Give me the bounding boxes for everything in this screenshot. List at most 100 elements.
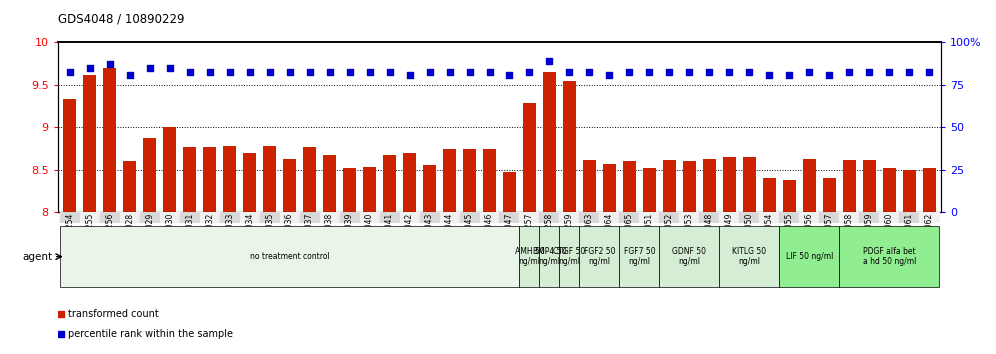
Point bbox=[54, 312, 70, 317]
Bar bbox=[860, 212, 879, 223]
Text: GSM510044: GSM510044 bbox=[445, 213, 454, 259]
Text: PDGF alfa bet
a hd 50 ng/ml: PDGF alfa bet a hd 50 ng/ml bbox=[863, 247, 916, 266]
Bar bbox=[280, 212, 300, 223]
Bar bbox=[323, 155, 336, 212]
Bar bbox=[683, 161, 696, 212]
Point bbox=[562, 69, 578, 75]
Bar bbox=[719, 212, 739, 223]
Bar bbox=[240, 212, 260, 223]
Point bbox=[141, 65, 157, 71]
Bar bbox=[739, 212, 759, 223]
Text: GSM510050: GSM510050 bbox=[745, 213, 754, 259]
Bar bbox=[399, 212, 419, 223]
Point bbox=[302, 69, 318, 75]
Bar bbox=[800, 212, 820, 223]
Text: LIF 50 ng/ml: LIF 50 ng/ml bbox=[786, 252, 833, 261]
Bar bbox=[364, 166, 376, 212]
Text: GSM509258: GSM509258 bbox=[545, 213, 554, 259]
Bar bbox=[199, 212, 220, 223]
Point bbox=[222, 69, 238, 75]
Bar bbox=[919, 212, 939, 223]
Bar bbox=[520, 212, 540, 223]
Text: GSM510061: GSM510061 bbox=[904, 213, 913, 259]
Bar bbox=[843, 160, 856, 212]
Text: GSM510040: GSM510040 bbox=[366, 213, 374, 259]
Bar bbox=[379, 212, 399, 223]
Text: GSM510059: GSM510059 bbox=[865, 213, 873, 259]
Point bbox=[721, 69, 737, 75]
Text: GSM510046: GSM510046 bbox=[485, 213, 494, 259]
Bar bbox=[759, 212, 779, 223]
Text: GSM510047: GSM510047 bbox=[505, 213, 514, 259]
Text: CTGF 50
ng/ml: CTGF 50 ng/ml bbox=[554, 247, 586, 266]
Bar bbox=[100, 212, 120, 223]
Bar bbox=[483, 149, 496, 212]
Bar bbox=[803, 159, 816, 212]
Text: GSM510042: GSM510042 bbox=[405, 213, 414, 259]
Bar bbox=[863, 160, 875, 212]
Text: GSM510057: GSM510057 bbox=[825, 213, 834, 259]
Point bbox=[342, 69, 358, 75]
Bar bbox=[583, 160, 596, 212]
Bar bbox=[622, 161, 635, 212]
Point bbox=[921, 69, 937, 75]
Text: GSM509259: GSM509259 bbox=[565, 213, 574, 259]
Bar bbox=[343, 168, 357, 212]
Bar bbox=[659, 227, 719, 287]
Point bbox=[502, 72, 518, 78]
Text: no treatment control: no treatment control bbox=[250, 252, 330, 261]
Text: KITLG 50
ng/ml: KITLG 50 ng/ml bbox=[732, 247, 766, 266]
Point bbox=[282, 69, 298, 75]
Bar bbox=[840, 227, 939, 287]
Point bbox=[781, 72, 797, 78]
Bar bbox=[699, 212, 719, 223]
Point bbox=[202, 69, 218, 75]
Text: GSM510060: GSM510060 bbox=[884, 213, 893, 259]
Text: GSM510030: GSM510030 bbox=[165, 213, 174, 259]
Bar bbox=[719, 227, 779, 287]
Point bbox=[701, 69, 717, 75]
Text: agent: agent bbox=[23, 252, 53, 262]
Bar bbox=[580, 227, 620, 287]
Bar bbox=[823, 178, 836, 212]
Bar bbox=[540, 212, 560, 223]
Point bbox=[102, 61, 118, 67]
Bar bbox=[120, 212, 139, 223]
Bar bbox=[563, 81, 576, 212]
Point bbox=[181, 69, 197, 75]
Text: GSM510031: GSM510031 bbox=[185, 213, 194, 259]
Text: GSM510034: GSM510034 bbox=[245, 213, 254, 259]
Text: GSM510053: GSM510053 bbox=[685, 213, 694, 259]
Bar bbox=[543, 72, 556, 212]
Bar bbox=[159, 212, 179, 223]
Text: GSM510054: GSM510054 bbox=[765, 213, 774, 259]
Bar bbox=[104, 68, 117, 212]
Bar bbox=[163, 127, 176, 212]
Point bbox=[161, 65, 177, 71]
Bar bbox=[243, 153, 256, 212]
Point bbox=[661, 69, 677, 75]
Text: GSM510032: GSM510032 bbox=[205, 213, 214, 259]
Bar bbox=[723, 157, 736, 212]
Point bbox=[82, 65, 98, 71]
Point bbox=[681, 69, 697, 75]
Text: GSM510045: GSM510045 bbox=[465, 213, 474, 259]
Bar bbox=[703, 159, 716, 212]
Text: GSM510035: GSM510035 bbox=[265, 213, 274, 259]
Bar bbox=[303, 147, 316, 212]
Text: GSM510062: GSM510062 bbox=[924, 213, 933, 259]
Point bbox=[901, 69, 917, 75]
Point bbox=[862, 69, 877, 75]
Point bbox=[842, 69, 858, 75]
Point bbox=[522, 69, 538, 75]
Bar bbox=[459, 212, 479, 223]
Bar bbox=[439, 212, 459, 223]
Point bbox=[421, 69, 437, 75]
Bar bbox=[820, 212, 840, 223]
Bar bbox=[503, 172, 516, 212]
Bar bbox=[763, 178, 776, 212]
Bar bbox=[320, 212, 340, 223]
Text: GSM510043: GSM510043 bbox=[425, 213, 434, 259]
Text: GSM510033: GSM510033 bbox=[225, 213, 234, 259]
Point bbox=[582, 69, 598, 75]
